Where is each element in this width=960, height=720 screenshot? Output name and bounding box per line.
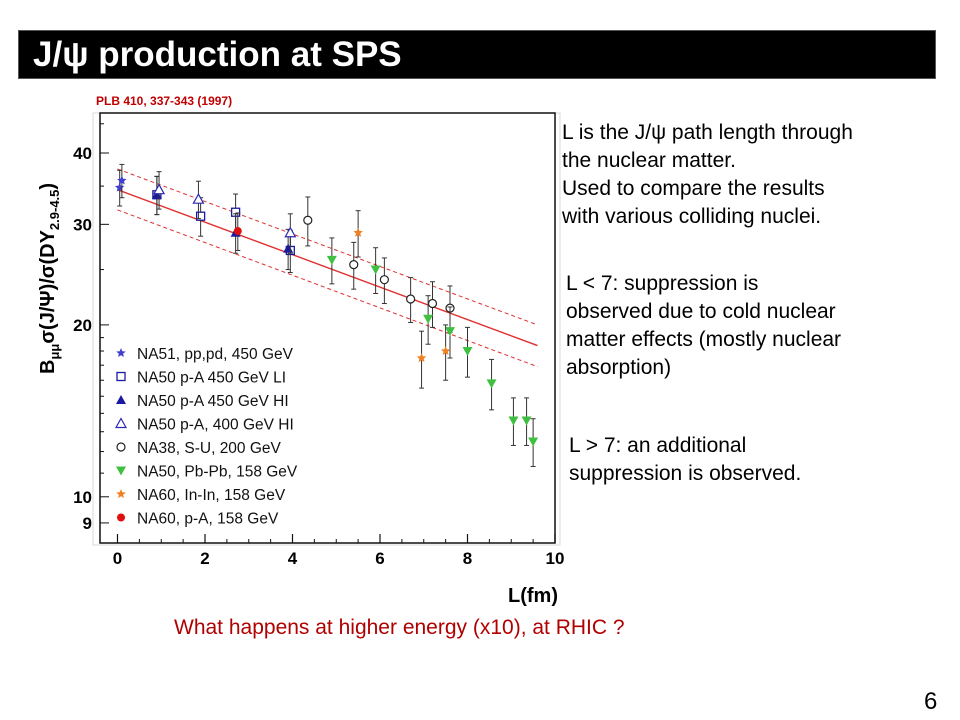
legend-entry: NA50 p-A, 400 GeV HI (137, 417, 294, 434)
x-tick-label: 8 (463, 549, 472, 568)
legend-entry: NA51, pp,pd, 450 GeV (137, 346, 294, 363)
x-tick-label: 2 (200, 549, 209, 568)
fit-upper-band (117, 168, 538, 326)
plot-frame (99, 112, 556, 544)
legend-entry: NA50 p-A 450 GeV LI (137, 370, 286, 387)
y-tick-label: 30 (73, 215, 92, 234)
data-point (427, 298, 438, 309)
legend-marker (116, 442, 126, 452)
legend-marker (114, 417, 128, 429)
data-point (440, 346, 451, 356)
data-point (370, 265, 381, 275)
legend-entry: NA50 p-A 450 GeV HI (137, 393, 289, 410)
x-tick-label: 10 (546, 549, 565, 568)
data-point (423, 314, 434, 324)
points-layer (114, 163, 539, 467)
data-point (353, 227, 363, 237)
x-tick-label: 0 (113, 549, 122, 568)
data-point (486, 379, 497, 389)
data-point (153, 183, 166, 195)
note-additional-suppression: L > 7: an additional suppression is obse… (569, 434, 802, 485)
data-point (406, 294, 416, 304)
data-point (508, 416, 519, 426)
legend-entry: NA38, S-U, 200 GeV (137, 440, 282, 457)
rhic-question: What happens at higher energy (x10), at … (174, 616, 625, 639)
title-bar: J/ψ production at SPS (18, 30, 936, 79)
legend-marker (116, 348, 126, 357)
y-tick-label: 10 (73, 488, 92, 507)
legend-entry: NA50, Pb-Pb, 158 GeV (137, 464, 298, 481)
x-tick-label: 4 (288, 549, 298, 568)
data-point (521, 416, 532, 426)
note-cold-nuclear-matter: L < 7: suppression is observed due to co… (566, 272, 842, 379)
legend-entry: NA60, p-A, 158 GeV (137, 511, 279, 528)
legend: NA51, pp,pd, 450 GeV NA50 p-A 450 GeV LI N… (114, 346, 298, 528)
y-tick-label: 9 (83, 514, 92, 533)
y-tick-label: 40 (73, 144, 92, 163)
reference-citation: PLB 410, 337-343 (1997) (96, 94, 233, 108)
legend-marker (117, 513, 125, 522)
y-axis-label: Bμμσ(J/Ψ)/σ(DY2.9-4.5) (37, 183, 62, 374)
x-axis-label: L(fm) (508, 585, 558, 607)
legend-entry: NA60, In-In, 158 GeV (137, 487, 286, 504)
data-point (284, 226, 297, 238)
data-point (303, 215, 313, 225)
data-point (445, 327, 455, 337)
chart-panel (92, 112, 561, 546)
data-point (528, 437, 539, 447)
data-point (117, 175, 127, 185)
slide-number: 6 (924, 688, 938, 715)
data-point (326, 255, 337, 265)
legend-marker (116, 395, 126, 404)
fit-line (117, 189, 538, 347)
data-point (192, 192, 205, 204)
data-point (349, 260, 359, 270)
ticks-layer: 0 2 4 6 8 10 9 10 20 30 40 (73, 123, 565, 568)
data-point (416, 353, 427, 363)
y-tick-label: 20 (73, 316, 92, 335)
data-point (195, 211, 206, 221)
data-point (379, 275, 389, 285)
data-point (233, 227, 242, 236)
note-path-length: L is the J/ψ path length through the nuc… (562, 121, 853, 228)
slide-title: J/ψ production at SPS (33, 35, 402, 74)
data-point (462, 347, 473, 357)
legend-marker (116, 489, 126, 498)
legend-marker (116, 466, 126, 476)
legend-marker (116, 371, 126, 382)
x-tick-label: 6 (375, 549, 384, 568)
